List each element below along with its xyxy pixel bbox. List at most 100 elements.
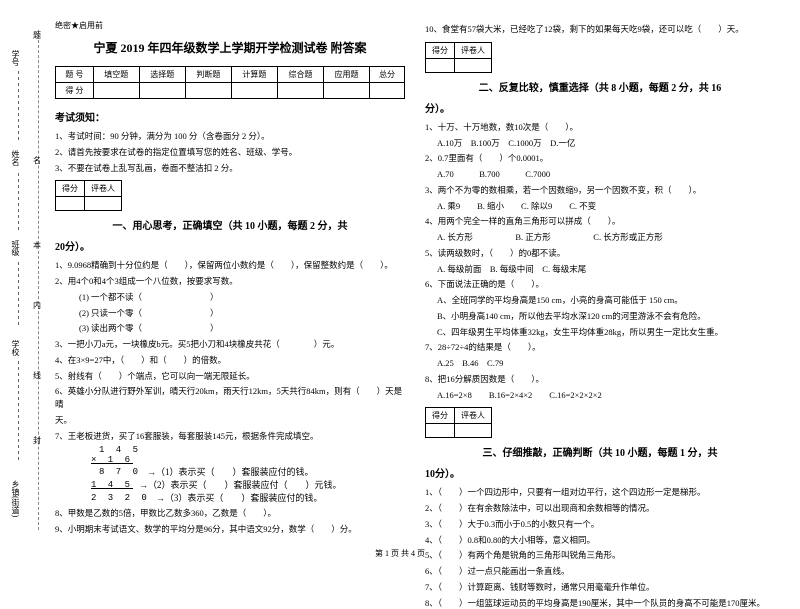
score-box-1: 得分评卷人 (55, 180, 122, 211)
side-char-2: 本 (33, 240, 41, 251)
score-box-2: 得分评卷人 (425, 42, 492, 73)
left-column: 绝密★启用前 宁夏 2019 年四年级数学上学期开学检测试卷 附答案 题 号 填… (45, 20, 415, 535)
section3-title-cont: 10分）。 (425, 465, 775, 480)
s1-q2: 2、用4个0和4个3组成一个八位数，按要求写数。 (55, 275, 405, 288)
s2-q3o: A. 乘9 B. 缩小 C. 除以9 C. 不变 (425, 200, 775, 213)
side-char-3: 内 (33, 300, 41, 311)
s2-q5o: A. 每级前面 B. 每级中间 C. 每级末尾 (425, 263, 775, 276)
margin-underline-4 (18, 360, 19, 460)
margin-underline-3 (18, 260, 19, 325)
calc-a3: →（3）表示买（ ）套服装应付的钱。 (156, 491, 323, 504)
calc-n3: 8 7 0 (99, 467, 141, 477)
margin-label-xuexiao: 学校 (10, 340, 21, 356)
s1-q9: 9、小明期末考试语文、数学的平均分是96分，其中语文92分，数学（ ）分。 (55, 523, 405, 536)
page-footer: 第 1 页 共 4 页 (0, 548, 800, 559)
th-6: 应用题 (324, 67, 370, 83)
s2-q7o: A.25 B.46 C.79 (425, 357, 775, 370)
s3-q8: 8、（ ）一组篮球运动员的平均身高是190厘米，其中一个队员的身高不可能是170… (425, 597, 775, 609)
s2-q5: 5、读两级数时，（ ）的0都不读。 (425, 247, 775, 260)
s1-q3: 3、一把小刀a元，一块橡皮b元。买5把小刀和4块橡皮共花（ ）元。 (55, 338, 405, 351)
s2-q2: 2、0.7里面有（ ）个0.0001。 (425, 152, 775, 165)
calc-n5: 2 3 2 0 (91, 493, 150, 503)
s2-q6a: A、全班同学的平均身高是150 cm，小亮的身高可能低于 150 cm。 (425, 294, 775, 307)
calculation-block: 1 4 5 × 1 6 8 7 0 →（1）表示买（ ）套服装应付的钱。 1 4 … (55, 445, 405, 504)
s1-q1: 1、9.0968精确到十分位约是（ ），保留两位小数约是（ ），保留整数约是（ … (55, 259, 405, 272)
cell-blank (93, 83, 139, 99)
sb-c2: 评卷人 (85, 181, 122, 197)
notice-title: 考试须知： (55, 109, 405, 124)
calc-n4: 1 4 5 (91, 480, 133, 490)
s1-q4: 4、在3×9=27中，（ ）和（ ）的倍数。 (55, 354, 405, 367)
margin-label-banji: 班级 (10, 240, 21, 256)
sb2-c1: 得分 (426, 42, 455, 58)
s2-q6b: B、小明身高140 cm，所以他去平均水深120 cm的河里游泳不会有危险。 (425, 310, 775, 323)
calc-a1: →（1）表示买（ ）套服装应付的钱。 (147, 465, 314, 478)
s2-q1: 1、十万、十万地数，数10次是（ ）。 (425, 121, 775, 134)
section1-title-cont: 20分）。 (55, 238, 405, 253)
exam-title: 宁夏 2019 年四年级数学上学期开学检测试卷 附答案 (55, 39, 405, 56)
s2-q2o: A.70 B.700 C.7000 (425, 168, 775, 181)
calc-n2: × 1 6 (91, 455, 405, 465)
s3-q2: 2、（ ）在有余数除法中，可以出现商和余数相等的情况。 (425, 502, 775, 515)
side-char-0: 题 (33, 30, 41, 41)
s3-q6: 6、（ ）过一点只能画出一条直线。 (425, 565, 775, 578)
calc-n1: 1 4 5 (99, 445, 405, 455)
fold-line-1 (38, 30, 39, 530)
score-table: 题 号 填空题 选择题 判断题 计算题 综合题 应用题 总分 得 分 (55, 66, 405, 99)
margin-underline-2 (18, 170, 19, 230)
s2-q7: 7、28÷72÷4的结果是（ ）。 (425, 341, 775, 354)
s2-q8: 8、把16分解质因数是（ ）。 (425, 373, 775, 386)
side-char-1: 名 (33, 155, 41, 166)
s1-q5: 5、射线有（ ）个端点，它可以向一端无限延长。 (55, 370, 405, 383)
s1-q2b: (2) 只读一个零（ ） (55, 307, 405, 320)
s3-q7: 7、（ ）计算距离、钱财等数时，通常只用毫毫升作单位。 (425, 581, 775, 594)
sb2-c2: 评卷人 (455, 42, 492, 58)
section3-title: 三、仔细推敲，正确判断（共 10 小题，每题 1 分，共 (425, 444, 775, 459)
s1-q6: 6、英雄小分队进行野外军训，晴天行20km，雨天行12km，5天共行84km，则… (55, 385, 405, 411)
section1-title: 一、用心思考，正确填空（共 10 小题，每题 2 分，共 (55, 217, 405, 232)
s3-q3: 3、（ ）大于0.3而小于0.5的小数只有一个。 (425, 518, 775, 531)
row-label: 得 分 (56, 83, 94, 99)
s2-q4: 4、用两个完全一样的直角三角形可以拼成（ ）。 (425, 215, 775, 228)
s2-q6c: C、四年级男生平均体重32kg，女生平均体重28kg，所以男生一定比女生重。 (425, 326, 775, 339)
s2-q1o: A.10万 B.100万 C.1000万 D.一亿 (425, 137, 775, 150)
margin-label-xuehao: 学号 (10, 50, 21, 66)
secret-label: 绝密★启用前 (55, 20, 405, 31)
margin-label-xingming: 姓名 (10, 150, 21, 166)
th-3: 判断题 (185, 67, 231, 83)
th-4: 计算题 (231, 67, 277, 83)
th-5: 综合题 (277, 67, 323, 83)
margin-label-xiangzhen: 乡镇(街道) (10, 480, 21, 517)
sb-c1: 得分 (56, 181, 85, 197)
notice-3: 3、不要在试卷上乱写乱画，卷面不整洁扣 2 分。 (55, 162, 405, 175)
side-char-5: 封 (33, 435, 41, 446)
margin-underline-1 (18, 70, 19, 140)
sb3-c2: 评卷人 (455, 408, 492, 424)
th-0: 题 号 (56, 67, 94, 83)
side-char-4: 线 (33, 370, 41, 381)
notice-1: 1、考试时间：90 分钟，满分为 100 分（含卷面分 2 分）。 (55, 130, 405, 143)
s3-q4: 4、（ ）0.8和0.80的大小相等，意义相同。 (425, 534, 775, 547)
left-margin: 学号 姓名 班级 学校 乡镇(街道) 题 名 本 内 线 封 (0, 0, 45, 565)
s2-q6: 6、下面说法正确的是（ ）。 (425, 278, 775, 291)
th-7: 总分 (370, 67, 405, 83)
th-2: 选择题 (139, 67, 185, 83)
score-box-3: 得分评卷人 (425, 407, 492, 438)
sb3-c1: 得分 (426, 408, 455, 424)
s1-q8: 8、甲数是乙数的5倍，甲数比乙数多360，乙数是（ ）。 (55, 507, 405, 520)
s1-q2c: (3) 读出两个零（ ） (55, 322, 405, 335)
notice-2: 2、请首先按要求在试卷的指定位置填写您的姓名、班级、学号。 (55, 146, 405, 159)
s2-q3: 3、两个不为零的数相乘，若一个因数缩9，另一个因数不变，积（ ）。 (425, 184, 775, 197)
s1-q10: 10、食堂有57袋大米，已经吃了12袋，剩下的如果每天吃9袋，还可以吃（ ）天。 (425, 23, 775, 36)
s3-q1: 1、（ ）一个四边形中，只要有一组对边平行，这个四边形一定是梯形。 (425, 486, 775, 499)
section2-title: 二、反复比较，慎重选择（共 8 小题，每题 2 分，共 16 (425, 79, 775, 94)
right-column: 10、食堂有57袋大米，已经吃了12袋，剩下的如果每天吃9袋，还可以吃（ ）天。… (415, 20, 785, 535)
s2-q8o: A.16=2×8 B.16=2×4×2 C.16=2×2×2×2 (425, 389, 775, 402)
section2-title-cont: 分）。 (425, 100, 775, 115)
page-content: 绝密★启用前 宁夏 2019 年四年级数学上学期开学检测试卷 附答案 题 号 填… (0, 0, 800, 545)
s1-q6b: 天。 (55, 414, 405, 427)
th-1: 填空题 (93, 67, 139, 83)
calc-a2: →（2）表示买（ ）套服装应付（ ）元钱。 (139, 478, 342, 491)
s1-q7: 7、王老板进货，买了16套服装，每套服装145元，根据条件完成填空。 (55, 430, 405, 443)
s2-q4o: A. 长方形 B. 正方形 C. 长方形或正方形 (425, 231, 775, 244)
